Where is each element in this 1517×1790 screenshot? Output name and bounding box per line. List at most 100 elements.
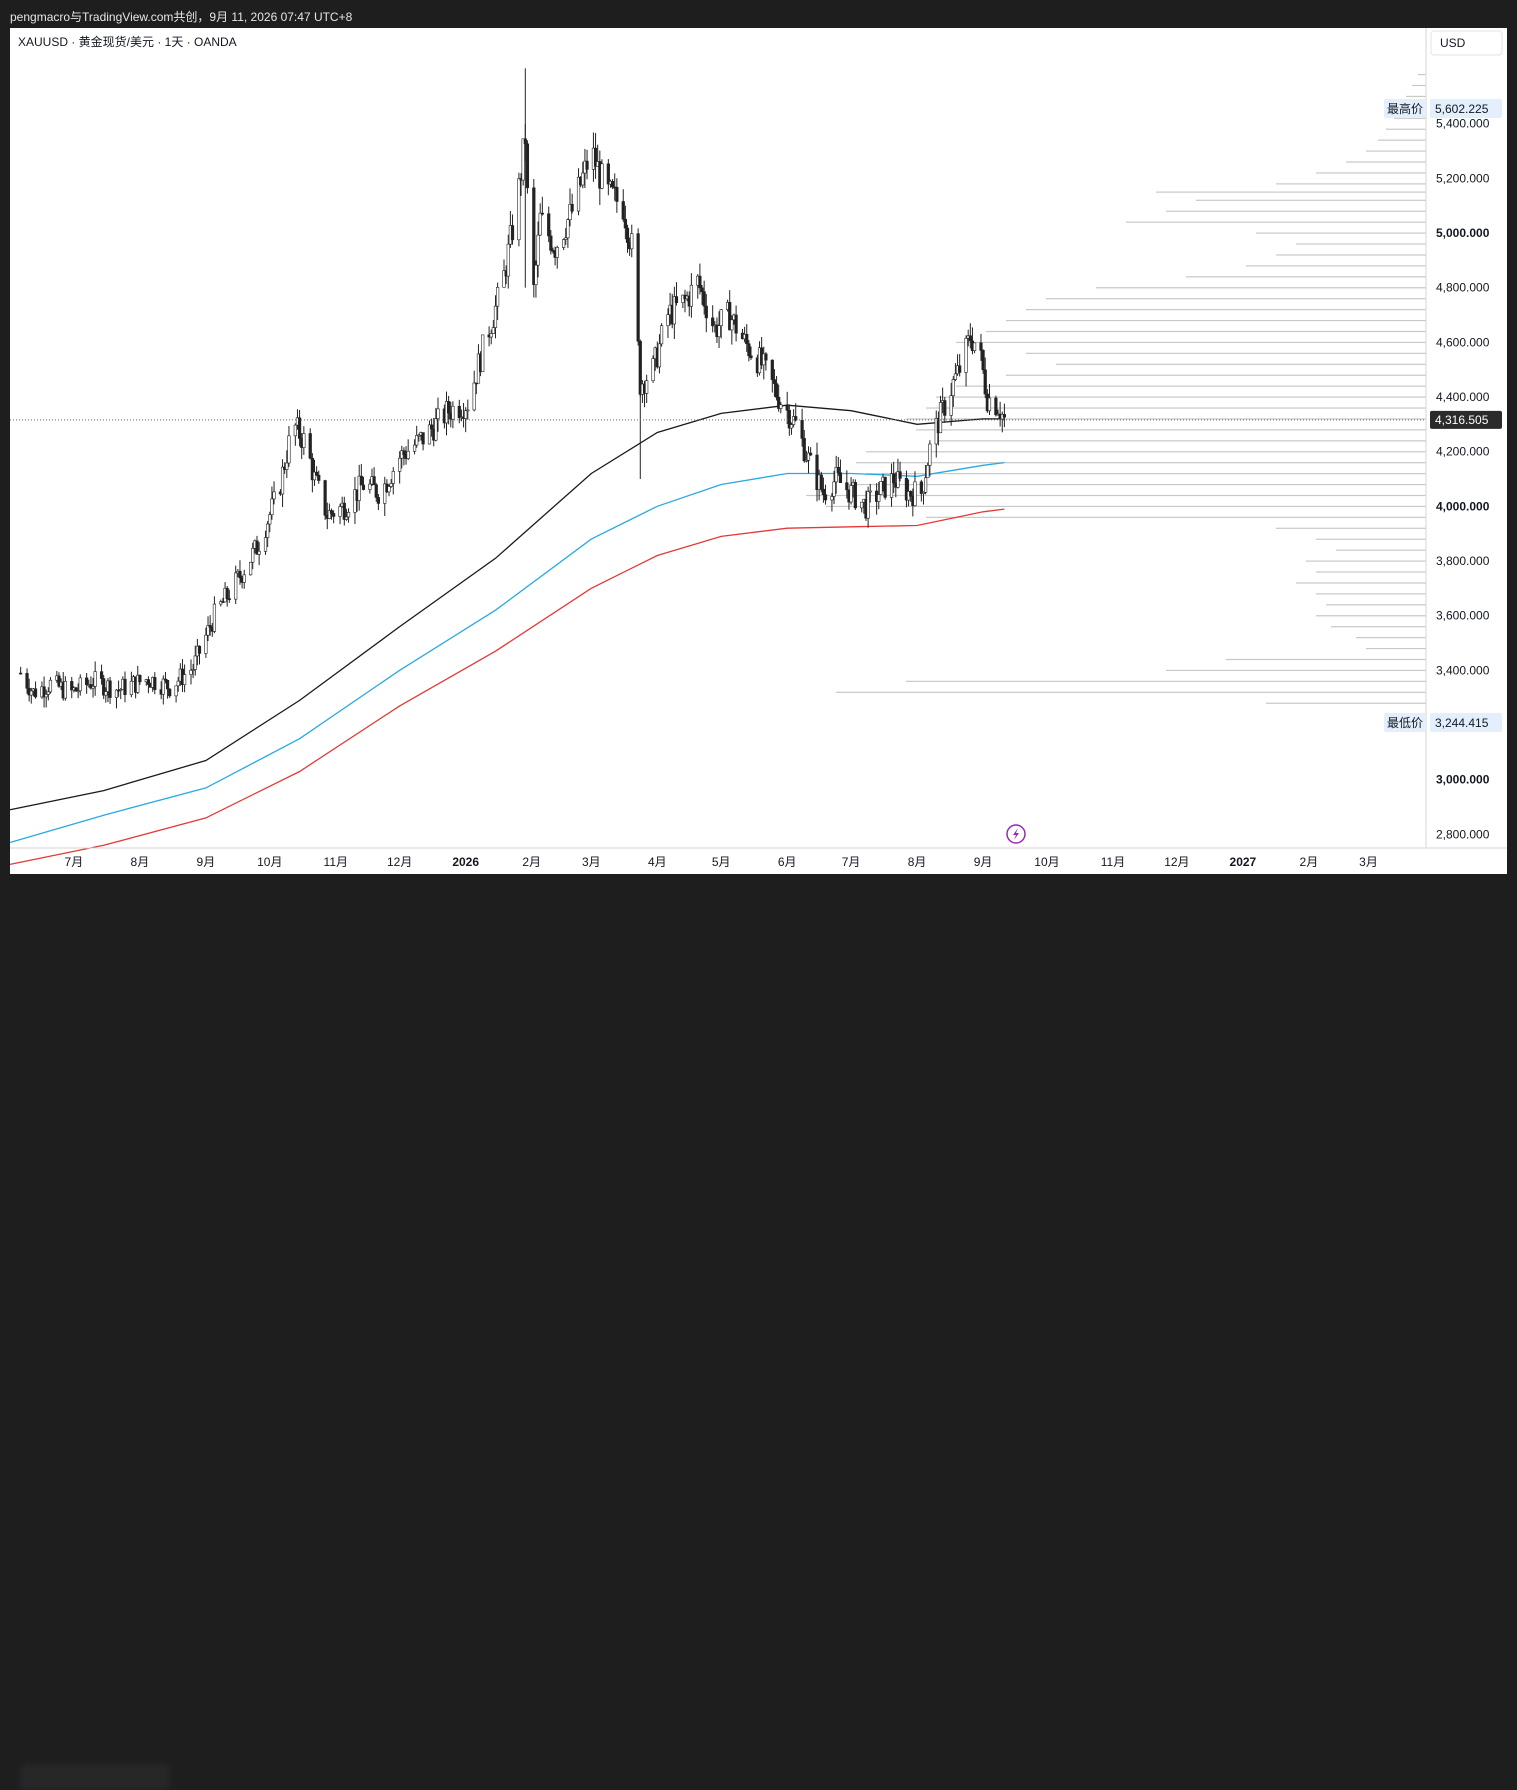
time-tick-label: 2月: [522, 855, 541, 869]
currency-button[interactable]: USD: [1430, 30, 1503, 56]
candle-down: [883, 476, 887, 498]
candle-up: [972, 342, 977, 351]
candle-down: [153, 677, 157, 690]
candle-down: [359, 475, 363, 486]
candle-up: [406, 450, 410, 459]
price-chart[interactable]: 2,800.0003,000.0003,200.0003,400.0003,60…: [0, 0, 1517, 935]
candle-down: [297, 417, 302, 439]
candle-up: [383, 483, 387, 504]
volume-profile-bar: [1246, 265, 1426, 267]
candle-down: [845, 482, 849, 491]
time-axis[interactable]: 7月 8月 9月 10月 11月 12月 2026 2月 3月 4月 5月 6月 7月 8月 9月 10月 11…: [65, 855, 1378, 869]
candle-up: [346, 512, 351, 518]
candle-down: [836, 466, 840, 474]
candle-up: [877, 494, 881, 502]
low-marker: 最低价 3,244.415: [1384, 713, 1502, 732]
chart-frame[interactable]: [10, 28, 1507, 874]
candle-up: [645, 380, 649, 394]
symbol-title[interactable]: XAUUSD · 黄金现货/美元 · 1天 · OANDA: [18, 34, 237, 49]
candle-down: [785, 404, 789, 411]
time-tick-label: 6月: [778, 855, 797, 869]
candle-down: [85, 677, 89, 685]
candle-down: [102, 678, 106, 696]
candle-down: [711, 317, 715, 327]
time-tick-label: 8月: [131, 855, 150, 869]
candle-up: [481, 334, 485, 373]
time-tick-label: 8月: [908, 855, 927, 869]
high-label: 最高价: [1387, 101, 1423, 116]
currency-label: USD: [1440, 36, 1466, 50]
price-tick-label: 4,400.000: [1436, 390, 1490, 404]
volume-profile-bar: [806, 494, 1426, 497]
volume-profile-bar: [956, 385, 1426, 387]
candle-up: [568, 203, 572, 220]
candle-down: [819, 474, 823, 490]
volume-profile-bar: [1306, 560, 1426, 562]
candle-up: [896, 471, 900, 488]
candle-down: [74, 687, 78, 692]
candle-up: [174, 685, 178, 697]
candle-up: [987, 397, 992, 412]
candle-up: [834, 466, 838, 483]
candle-up: [806, 452, 811, 461]
candle-up: [389, 483, 393, 487]
time-tick-label: 2月: [1300, 855, 1319, 869]
candle-down: [774, 383, 779, 398]
volume-profile-bar: [866, 451, 1426, 453]
candle-down: [168, 688, 172, 697]
candle-up: [212, 603, 217, 632]
candle-down: [317, 474, 321, 481]
candle-down: [747, 343, 751, 357]
candle-down: [540, 212, 544, 215]
volume-profile-bar: [1006, 374, 1426, 376]
candle-up: [534, 264, 538, 285]
candle-down: [981, 350, 985, 371]
candle-up: [44, 694, 48, 698]
time-tick-label: 9月: [197, 855, 216, 869]
candle-down: [702, 291, 706, 307]
candle-up: [29, 690, 33, 696]
candle-down: [457, 405, 461, 419]
time-tick-label: 11月: [324, 855, 348, 869]
price-axis[interactable]: 2,800.0003,000.0003,200.0003,400.0003,60…: [1436, 117, 1490, 842]
candle-up: [327, 510, 331, 519]
ma-line-blue: [9, 461, 1005, 844]
candle-up: [564, 237, 568, 240]
candle-up: [344, 516, 349, 520]
candle-down: [734, 314, 738, 334]
candle-up: [76, 690, 80, 693]
candle-up: [285, 462, 289, 470]
volume-profile-bar: [836, 691, 1426, 693]
volume-profile-bar: [1418, 73, 1426, 76]
candle-down: [225, 587, 229, 599]
volume-profile-bar: [1006, 319, 1426, 322]
candle-down: [749, 355, 753, 359]
candle-up: [938, 402, 943, 434]
lightning-icon[interactable]: [1006, 824, 1026, 844]
candle-down: [698, 275, 702, 289]
volume-profile-bar: [1326, 604, 1426, 606]
volume-profile-bar: [1316, 593, 1426, 595]
volume-profile-bar: [1126, 221, 1426, 223]
volume-profile-bar: [1186, 276, 1426, 278]
time-tick-label: 7月: [65, 855, 84, 869]
ma-line-red: [9, 508, 1005, 866]
candle-down: [1002, 414, 1006, 418]
volume-profile-bar: [926, 516, 1426, 518]
volume-profile-bar: [1316, 615, 1426, 617]
candle-up: [357, 475, 361, 501]
candle-up: [387, 486, 391, 493]
candle-down: [532, 187, 536, 285]
candle-down: [994, 397, 998, 416]
candle-down: [525, 143, 530, 189]
volume-profile-bar: [1406, 95, 1426, 98]
candle-down: [329, 510, 334, 514]
candle-up: [176, 680, 180, 687]
candle-down: [123, 678, 127, 695]
candle-up: [251, 548, 255, 563]
candle-down: [138, 674, 142, 683]
candle-up: [280, 466, 285, 495]
candle-up: [206, 625, 210, 636]
candle-up: [338, 506, 342, 517]
candle-up: [830, 496, 834, 501]
